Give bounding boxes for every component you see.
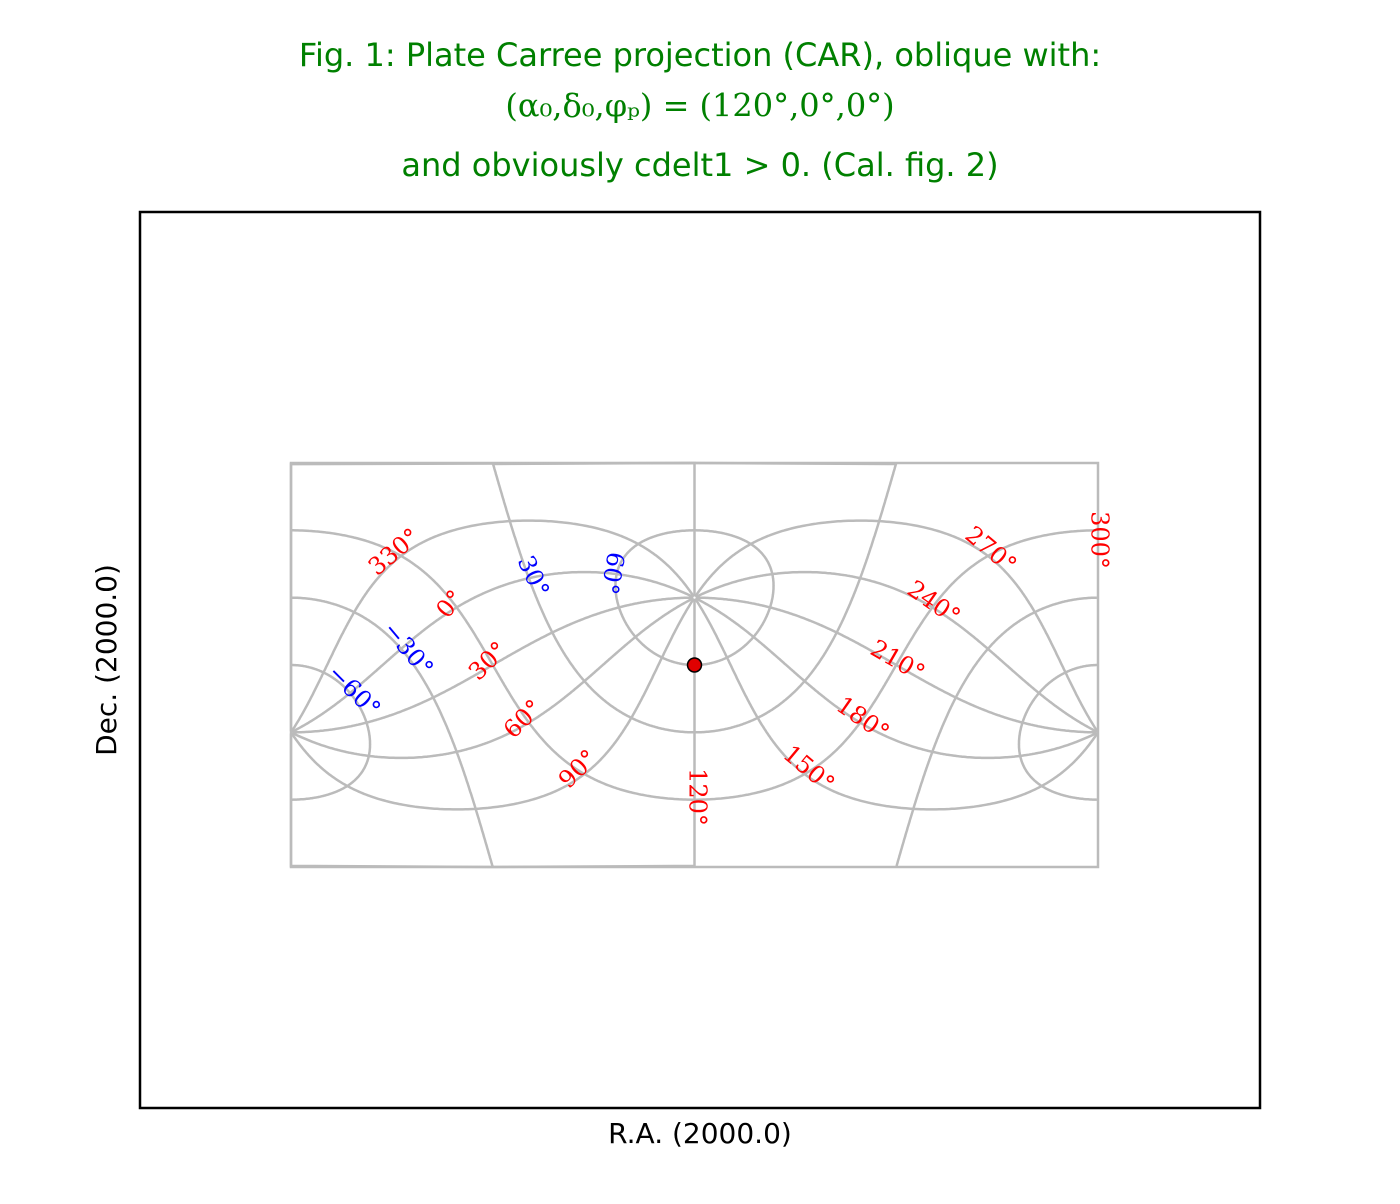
ra-label: 180° bbox=[831, 691, 894, 747]
title-line: and obviously cdelt1 > 0. (Cal. fig. 2) bbox=[401, 146, 998, 184]
title-line: Fig. 1: Plate Carree projection (CAR), o… bbox=[299, 36, 1101, 74]
dec-label: −60° bbox=[322, 659, 386, 723]
ra-label: 210° bbox=[866, 634, 930, 687]
y-axis-label: Dec. (2000.0) bbox=[90, 564, 123, 756]
axes-frame bbox=[138, 210, 1262, 1110]
ra-label: 300° bbox=[1086, 511, 1114, 569]
grid-line bbox=[695, 597, 1098, 760]
grid-line bbox=[1017, 663, 1098, 801]
grid-line bbox=[291, 529, 458, 609]
ra-label: 330° bbox=[363, 523, 425, 582]
ra-label: 270° bbox=[960, 521, 1022, 580]
graticule bbox=[289, 461, 1100, 869]
grid-line bbox=[455, 529, 1096, 801]
grid-line bbox=[694, 597, 1099, 811]
ra-label: 90° bbox=[553, 744, 603, 794]
reference-point bbox=[686, 657, 703, 673]
grid-line bbox=[614, 529, 775, 667]
grid-line bbox=[491, 461, 898, 734]
title-line: (α₀,δ₀,φₚ) = (120°,0°,0°) bbox=[505, 87, 894, 125]
ra-label: 120° bbox=[684, 768, 712, 826]
grid-line bbox=[895, 596, 1097, 867]
dec-label: 60° bbox=[595, 550, 630, 597]
grid-line bbox=[400, 648, 494, 868]
grid-line bbox=[291, 596, 402, 650]
grid-line bbox=[694, 519, 1099, 733]
dec-label: 30° bbox=[512, 551, 555, 601]
graticule-labels: 330°0°30°60°90° 120° 150°180°210°240°270° 3… bbox=[322, 511, 1113, 826]
grid-line bbox=[291, 692, 372, 801]
grid-line bbox=[291, 663, 352, 694]
x-axis-label: R.A. (2000.0) bbox=[608, 1117, 792, 1150]
